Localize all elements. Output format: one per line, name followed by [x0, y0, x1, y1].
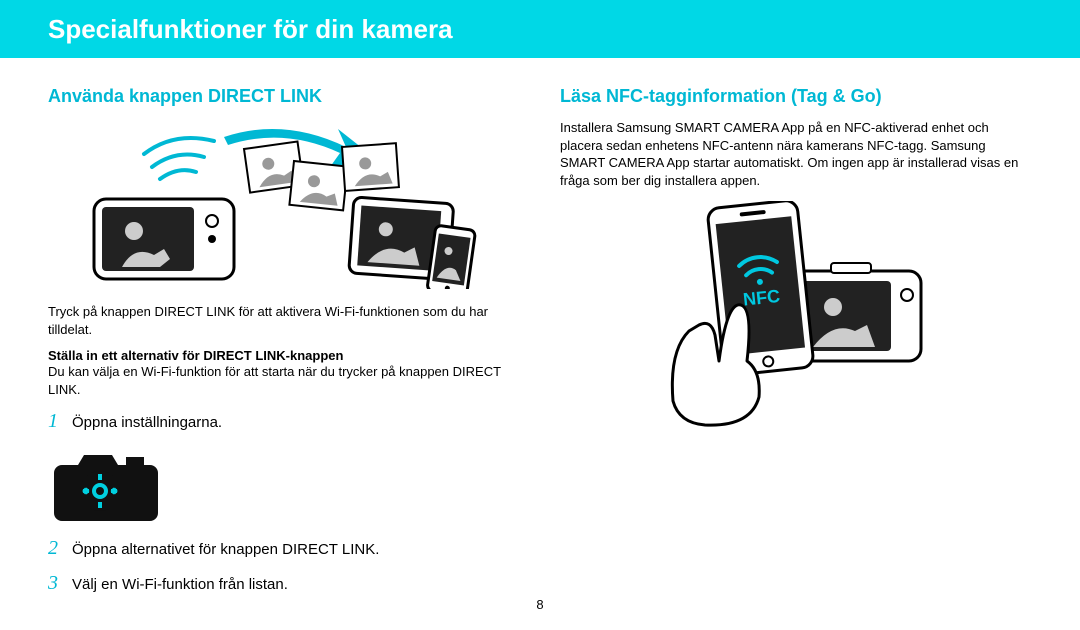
step-1: 1 Öppna inställningarna.: [48, 410, 520, 433]
page-number: 8: [536, 597, 543, 612]
nfc-illustration: NFC: [661, 201, 931, 431]
right-column: Läsa NFC-tagginformation (Tag & Go) Inst…: [560, 86, 1032, 595]
nfc-label: NFC: [742, 286, 781, 310]
left-column: Använda knappen DIRECT LINK: [48, 86, 520, 595]
right-heading: Läsa NFC-tagginformation (Tag & Go): [560, 86, 1032, 107]
page-body: Använda knappen DIRECT LINK: [0, 58, 1080, 595]
left-heading: Använda knappen DIRECT LINK: [48, 86, 520, 107]
step-text: Öppna inställningarna.: [72, 414, 222, 431]
step-text: Välj en Wi-Fi-funktion från listan.: [72, 576, 288, 593]
step-text: Öppna alternativet för knappen DIRECT LI…: [72, 541, 379, 558]
step-num: 1: [48, 410, 62, 433]
step-num: 2: [48, 537, 62, 560]
step-3: 3 Välj en Wi-Fi-funktion från listan.: [48, 572, 520, 595]
page-title: Specialfunktioner för din kamera: [48, 14, 453, 45]
left-intro: Tryck på knappen DIRECT LINK för att akt…: [48, 303, 520, 338]
right-intro: Installera Samsung SMART CAMERA App på e…: [560, 119, 1032, 189]
step-num: 3: [48, 572, 62, 595]
left-sub-bold: Ställa in ett alternativ för DIRECT LINK…: [48, 348, 520, 363]
left-sub-text: Du kan välja en Wi-Fi-funktion för att s…: [48, 363, 520, 398]
header-bar: Specialfunktioner för din kamera: [0, 0, 1080, 58]
step-2: 2 Öppna alternativet för knappen DIRECT …: [48, 537, 520, 560]
camera-settings-icon: [54, 441, 158, 525]
direct-link-illustration: [84, 119, 484, 289]
